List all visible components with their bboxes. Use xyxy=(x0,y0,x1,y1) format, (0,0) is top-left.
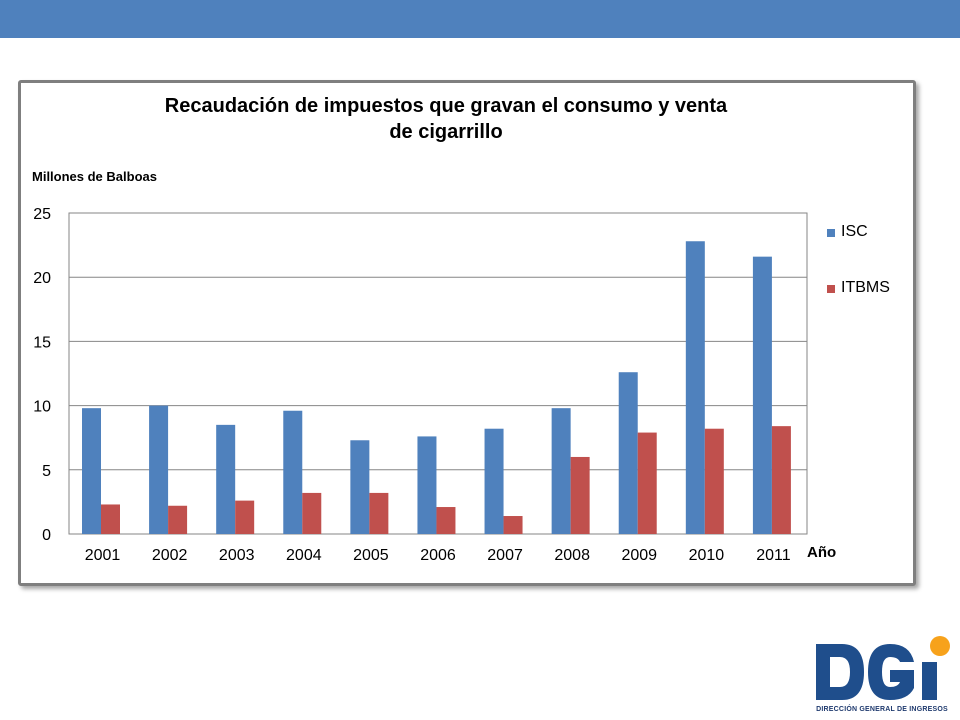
logo-caption: DIRECCIÓN GENERAL DE INGRESOS xyxy=(816,706,948,713)
legend-item-itbms: ITBMS xyxy=(827,279,907,299)
bar-isc-2008 xyxy=(551,408,571,534)
x-tick-label: 2003 xyxy=(219,547,255,564)
header-band xyxy=(0,0,960,38)
bar-itbms-2001 xyxy=(101,504,120,534)
dgi-logo: DIRECCIÓN GENERAL DE INGRESOS xyxy=(812,632,956,718)
y-axis-label: Millones de Balboas xyxy=(32,169,157,184)
legend-label: ITBMS xyxy=(841,279,890,296)
bar-itbms-2009 xyxy=(637,432,657,534)
bar-itbms-2006 xyxy=(436,507,456,534)
x-tick-label: 2004 xyxy=(286,547,322,564)
bar-itbms-2002 xyxy=(168,505,188,534)
y-tick-label: 15 xyxy=(33,334,51,351)
x-axis-label: Año xyxy=(807,544,837,561)
legend: ISC ITBMS xyxy=(827,223,907,335)
x-tick-label: 2007 xyxy=(487,547,523,564)
y-tick-label: 20 xyxy=(33,270,51,287)
y-tick-label: 5 xyxy=(42,463,51,480)
bar-itbms-2004 xyxy=(302,492,322,534)
x-tick-label: 2006 xyxy=(420,547,456,564)
logo-graphic xyxy=(816,636,950,700)
y-tick-label: 25 xyxy=(33,206,51,223)
y-tick-label: 0 xyxy=(42,527,51,544)
legend-label: ISC xyxy=(841,223,868,240)
x-tick-label: 2008 xyxy=(554,547,590,564)
bar-isc-2011 xyxy=(752,256,772,534)
bar-itbms-2007 xyxy=(503,516,523,534)
x-tick-label: 2002 xyxy=(152,547,188,564)
x-tick-label: 2009 xyxy=(621,547,657,564)
bar-itbms-2011 xyxy=(771,426,791,534)
bar-isc-2007 xyxy=(484,428,504,534)
chart-title-line-1: Recaudación de impuestos que gravan el c… xyxy=(164,95,728,117)
x-tick-label: 2010 xyxy=(689,547,725,564)
bar-isc-2006 xyxy=(417,436,437,534)
bar-isc-2002 xyxy=(149,405,169,534)
bar-isc-2010 xyxy=(685,241,705,535)
bar-itbms-2005 xyxy=(369,492,389,534)
bar-itbms-2010 xyxy=(704,428,724,534)
chart-title: Recaudación de impuestos que gravan el c… xyxy=(121,93,771,145)
bar-isc-2009 xyxy=(618,372,638,534)
plot-area: 0 5 10 15 20 25 2001 2002 2003 2004 2005 2006 2007 20… xyxy=(33,206,808,564)
legend-swatch xyxy=(827,285,835,293)
x-tick-label: 2001 xyxy=(85,547,121,564)
chart-container: Recaudación de impuestos que gravan el c… xyxy=(18,80,916,586)
bar-isc-2004 xyxy=(283,410,303,534)
bar-itbms-2008 xyxy=(570,456,590,534)
x-tick-label: 2005 xyxy=(353,547,389,564)
chart-title-line-2: de cigarrillo xyxy=(389,121,503,143)
bar-itbms-2003 xyxy=(235,500,255,534)
bar-isc-2001 xyxy=(82,408,101,534)
legend-swatch xyxy=(827,229,835,237)
bar-isc-2003 xyxy=(216,424,236,534)
x-tick-label: 2011 xyxy=(756,547,791,564)
bar-isc-2005 xyxy=(350,440,370,534)
y-tick-label: 10 xyxy=(33,399,51,416)
legend-item-isc: ISC xyxy=(827,223,907,243)
